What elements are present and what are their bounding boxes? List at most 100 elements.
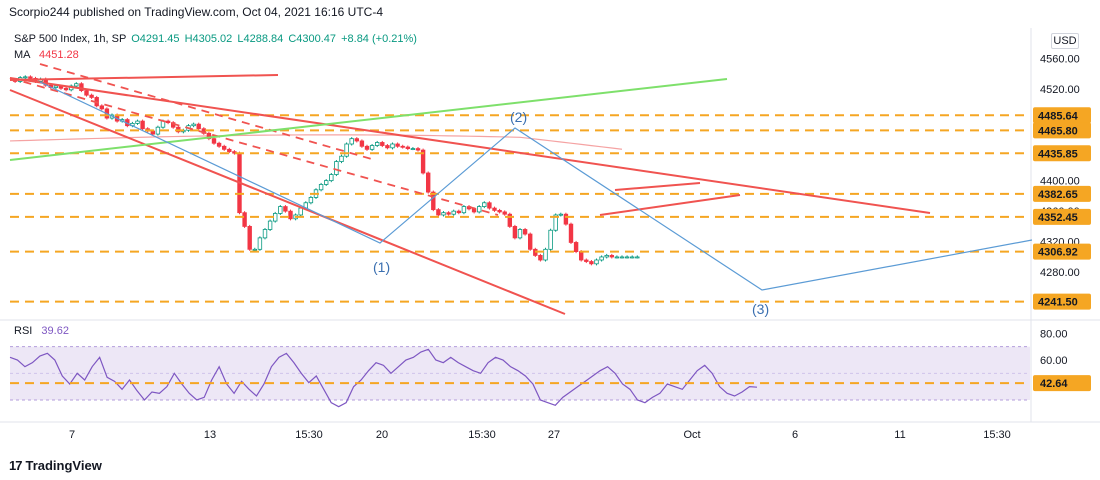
candle-body	[451, 210, 456, 215]
candle-body	[165, 120, 171, 124]
candle-body	[507, 213, 512, 227]
candle-body	[410, 148, 416, 150]
rsi-level-label: 42.64	[1040, 378, 1068, 390]
candle-body	[89, 94, 94, 98]
ma-line	[9, 134, 623, 150]
candle-body	[298, 207, 303, 216]
candle-body	[420, 149, 426, 174]
candle-body	[354, 138, 359, 142]
high-value: H4305.02	[184, 33, 233, 45]
candle-body	[415, 148, 421, 151]
candle-body	[53, 85, 59, 88]
candle-body	[502, 211, 507, 215]
candle-body	[385, 145, 390, 149]
candle-body	[558, 213, 563, 216]
candle-body	[476, 206, 482, 213]
trendline-red	[9, 77, 931, 214]
candle-body	[528, 233, 533, 250]
candle-body	[344, 143, 349, 157]
wedge-line	[599, 194, 741, 216]
rsi-tick-label: 80.00	[1040, 328, 1068, 340]
candle-body	[400, 145, 405, 148]
candle-body	[150, 130, 155, 135]
candle-body	[538, 255, 543, 261]
close-value: C4300.47	[288, 33, 337, 45]
candle-body	[140, 120, 145, 130]
price-level-label: 4382.65	[1038, 189, 1078, 201]
candle-body	[573, 242, 579, 253]
candle-body	[461, 206, 467, 214]
candle-body	[482, 202, 487, 207]
candle-body	[512, 226, 518, 239]
main-legend: S&P 500 Index, 1h, SP O4291.45 H4305.02 …	[14, 32, 417, 47]
time-tick-label: 13	[204, 429, 216, 441]
rsi-level-tag	[1033, 375, 1091, 392]
trendline-red-dashed	[39, 63, 376, 161]
candle-body	[614, 256, 620, 259]
change-value: +8.84 (+0.21%)	[341, 33, 417, 45]
price-tick-label: 4520.00	[1040, 84, 1080, 96]
price-level-label: 4435.85	[1038, 148, 1078, 160]
tradingview-logo: 17 TradingView	[9, 458, 102, 473]
candle-body	[339, 155, 344, 162]
candle-body	[599, 256, 604, 261]
currency-button[interactable]: USD	[1051, 33, 1079, 49]
top-bar: Scorpio244 published on TradingView.com,…	[0, 0, 1100, 26]
candle-body	[568, 223, 574, 243]
price-tick-label: 4560.00	[1040, 54, 1080, 66]
time-tick-label: 15:30	[983, 429, 1011, 441]
candle-body	[349, 138, 354, 145]
candle-body	[390, 143, 395, 149]
time-tick-label: 11	[894, 429, 905, 441]
time-tick-label: 6	[792, 429, 798, 441]
time-tick-label: 15:30	[295, 429, 323, 441]
rsi-value: 39.62	[41, 325, 69, 337]
price-level-label: 4306.92	[1038, 247, 1078, 259]
open-value: O4291.45	[131, 33, 180, 45]
candle-body	[364, 145, 370, 150]
candle-body	[334, 161, 339, 175]
symbol-label: S&P 500 Index, 1h, SP	[14, 33, 127, 45]
candle-body	[216, 142, 222, 147]
candle-body	[395, 143, 400, 147]
candle-body	[635, 256, 640, 259]
candle-body	[221, 145, 227, 150]
candle-body	[487, 202, 492, 209]
candle-body	[446, 212, 451, 215]
candle-body	[191, 123, 196, 127]
candle-body	[456, 210, 461, 214]
tradingview-brand: TradingView	[25, 458, 102, 473]
wave-label: (3)	[752, 301, 769, 317]
trendline-red	[9, 74, 279, 81]
price-level-tag	[1033, 107, 1091, 124]
candle-body	[63, 87, 69, 91]
time-tick-label: 15:30	[468, 429, 496, 441]
candle-body	[278, 206, 283, 214]
candle-body	[522, 229, 528, 235]
trendline-green	[9, 78, 728, 161]
time-tick-label: 20	[376, 429, 388, 441]
candle-body	[257, 237, 263, 250]
candle-body	[624, 256, 630, 259]
candle-body	[369, 145, 375, 150]
price-tick-label: 4400.00	[1040, 176, 1080, 188]
candle-body	[135, 120, 140, 124]
candle-body	[288, 210, 293, 220]
candle-body	[609, 255, 614, 258]
wave-projection	[39, 81, 1033, 291]
candle-body	[563, 213, 569, 225]
candle-body	[247, 226, 252, 250]
candle-body	[380, 142, 385, 146]
price-tick-label: 4280.00	[1040, 267, 1080, 279]
price-level-label: 4352.45	[1038, 212, 1078, 224]
low-value: L4288.84	[237, 33, 284, 45]
candle-body	[308, 197, 314, 204]
rsi-tick-label: 60.00	[1040, 355, 1068, 367]
candle-body	[155, 126, 161, 135]
price-level-label: 4241.50	[1038, 297, 1078, 309]
ma-value: 4451.28	[38, 49, 79, 61]
time-tick-label: Oct	[683, 429, 700, 441]
candle-body	[211, 138, 217, 144]
candle-body	[604, 255, 609, 258]
